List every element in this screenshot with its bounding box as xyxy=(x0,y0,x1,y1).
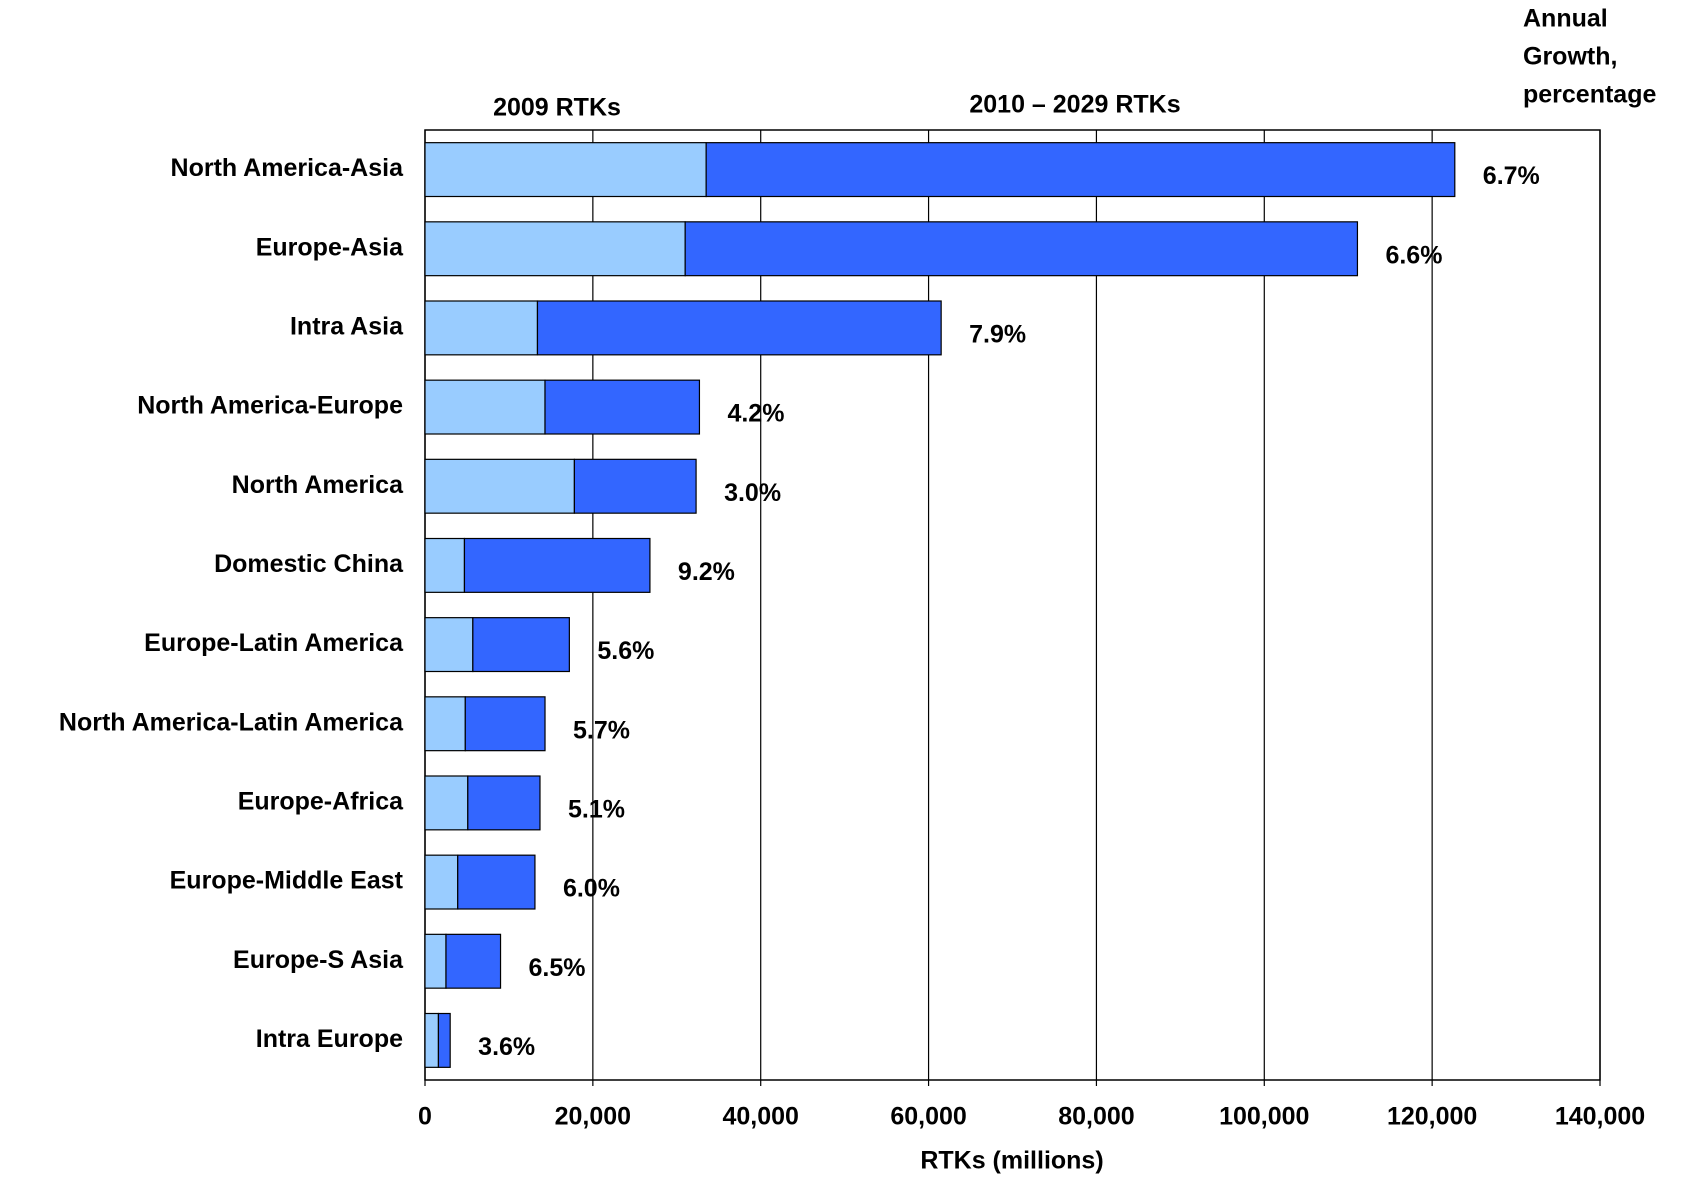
bar-segment xyxy=(544,379,701,435)
bar-segment xyxy=(424,1012,440,1068)
bar-segment xyxy=(457,854,536,910)
bar-segment xyxy=(424,854,459,910)
bar-segment xyxy=(684,221,1359,277)
growth-title: percentage xyxy=(1523,81,1656,109)
y-tick-label: Europe-Middle East xyxy=(170,867,404,895)
growth-label: 6.5% xyxy=(529,954,586,982)
y-tick-label: North America-Latin America xyxy=(59,708,404,736)
growth-label: 9.2% xyxy=(678,558,735,586)
bar-segment xyxy=(437,1012,451,1068)
bar-segment xyxy=(424,142,707,198)
y-tick-label: Intra Europe xyxy=(256,1025,403,1053)
growth-label: 7.9% xyxy=(969,321,1026,349)
bar-segment xyxy=(467,775,541,831)
x-tick-label: 40,000 xyxy=(722,1103,798,1131)
x-tick-label: 0 xyxy=(418,1103,432,1131)
bar-segment xyxy=(424,379,546,435)
x-tick-label: 120,000 xyxy=(1387,1103,1477,1131)
bar-segment xyxy=(463,537,651,593)
x-tick-label: 60,000 xyxy=(890,1103,966,1131)
growth-label: 5.7% xyxy=(573,716,630,744)
x-tick-label: 20,000 xyxy=(555,1103,631,1131)
bar-segment xyxy=(424,221,686,277)
bar-segment xyxy=(573,458,697,514)
x-tick-label: 140,000 xyxy=(1555,1103,1645,1131)
y-tick-label: North America-Asia xyxy=(171,154,405,182)
series-header: 2010 – 2029 RTKs xyxy=(969,91,1180,119)
growth-label: 6.6% xyxy=(1385,241,1442,269)
y-tick-label: North America xyxy=(232,471,404,499)
bar-segment xyxy=(424,775,469,831)
growth-label: 5.6% xyxy=(597,637,654,665)
y-tick-label: Intra Asia xyxy=(290,313,404,341)
x-tick-label: 100,000 xyxy=(1219,1103,1309,1131)
series-header: 2009 RTKs xyxy=(493,94,621,122)
bar-segment xyxy=(424,300,539,356)
growth-label: 3.6% xyxy=(478,1033,535,1061)
bar-segment xyxy=(424,696,466,752)
bar-segment xyxy=(424,933,447,989)
growth-label: 6.7% xyxy=(1483,162,1540,190)
y-tick-label: Domestic China xyxy=(214,550,404,578)
x-tick-label: 80,000 xyxy=(1058,1103,1134,1131)
growth-label: 5.1% xyxy=(568,796,625,824)
growth-title: Growth, xyxy=(1523,43,1617,71)
bar-segment xyxy=(424,537,466,593)
bar-segment xyxy=(705,142,1456,198)
bar-segment xyxy=(424,458,575,514)
growth-title: Annual xyxy=(1523,5,1608,33)
bar-segment xyxy=(464,696,546,752)
y-tick-label: North America-Europe xyxy=(137,392,403,420)
y-tick-label: Europe-Asia xyxy=(256,233,404,261)
growth-label: 4.2% xyxy=(727,400,784,428)
bar-segment xyxy=(472,617,570,673)
y-tick-label: Europe-S Asia xyxy=(233,946,404,974)
bar-segment xyxy=(424,617,474,673)
bar-segment xyxy=(445,933,502,989)
bar-segment xyxy=(536,300,942,356)
growth-label: 6.0% xyxy=(563,875,620,903)
growth-label: 3.0% xyxy=(724,479,781,507)
y-tick-label: Europe-Africa xyxy=(238,788,404,816)
x-axis-label: RTKs (millions) xyxy=(920,1147,1103,1175)
y-tick-label: Europe-Latin America xyxy=(144,629,404,657)
